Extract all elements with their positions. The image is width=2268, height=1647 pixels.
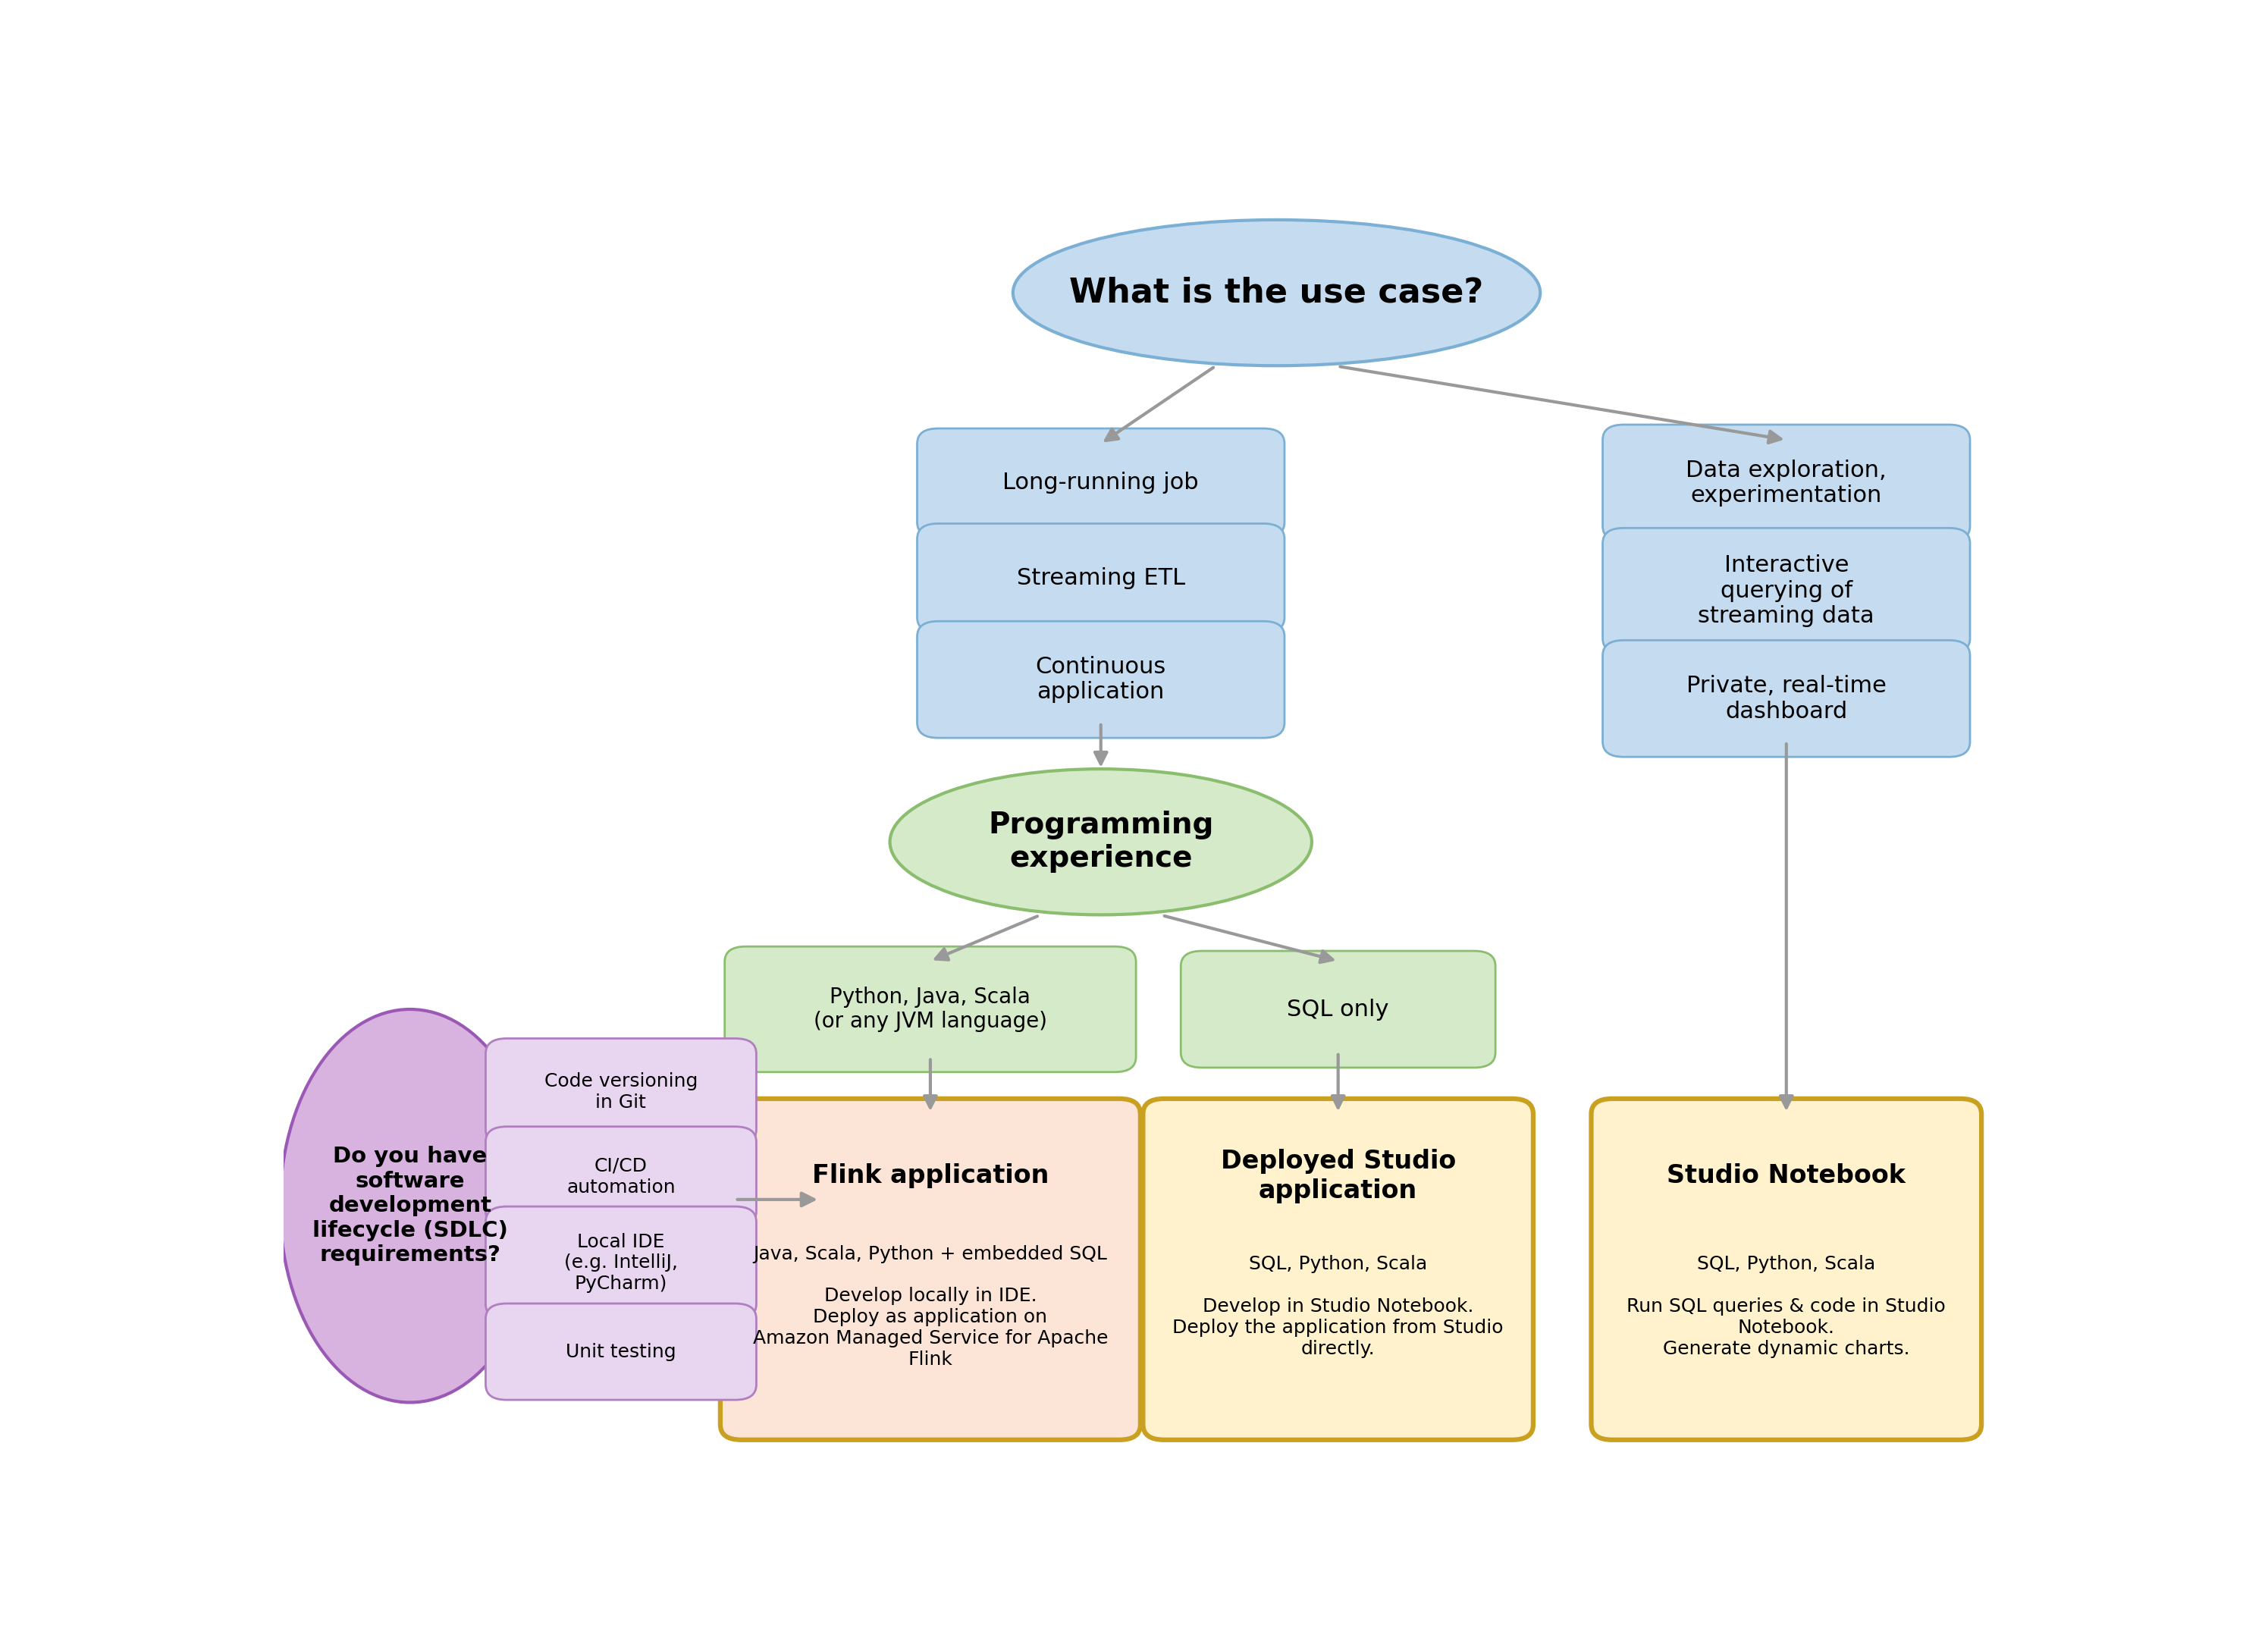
FancyBboxPatch shape — [1143, 1099, 1533, 1439]
Text: Do you have
software
development
lifecycle (SDLC)
requirements?: Do you have software development lifecyc… — [313, 1146, 508, 1265]
Text: Interactive
querying of
streaming data: Interactive querying of streaming data — [1699, 555, 1876, 628]
Text: What is the use case?: What is the use case? — [1070, 277, 1483, 310]
FancyBboxPatch shape — [1592, 1099, 1982, 1439]
FancyBboxPatch shape — [1603, 425, 1971, 542]
Text: CI/CD
automation: CI/CD automation — [567, 1158, 676, 1196]
FancyBboxPatch shape — [916, 621, 1284, 738]
Text: Deployed Studio
application: Deployed Studio application — [1220, 1150, 1456, 1202]
Text: SQL, Python, Scala

Develop in Studio Notebook.
Deploy the application from Stud: SQL, Python, Scala Develop in Studio Not… — [1173, 1255, 1504, 1357]
Text: Java, Scala, Python + embedded SQL

Develop locally in IDE.
Deploy as applicatio: Java, Scala, Python + embedded SQL Devel… — [753, 1245, 1109, 1369]
Text: Programming
experience: Programming experience — [989, 810, 1213, 873]
Text: Studio Notebook: Studio Notebook — [1667, 1163, 1905, 1189]
Text: SQL only: SQL only — [1288, 998, 1388, 1019]
Text: Streaming ETL: Streaming ETL — [1016, 567, 1186, 590]
Text: Python, Java, Scala
(or any JVM language): Python, Java, Scala (or any JVM language… — [814, 987, 1048, 1033]
FancyBboxPatch shape — [721, 1099, 1141, 1439]
FancyBboxPatch shape — [485, 1207, 755, 1319]
FancyBboxPatch shape — [485, 1303, 755, 1400]
FancyBboxPatch shape — [726, 947, 1136, 1072]
Text: Local IDE
(e.g. IntelliJ,
PyCharm): Local IDE (e.g. IntelliJ, PyCharm) — [565, 1232, 678, 1293]
FancyBboxPatch shape — [1603, 529, 1971, 654]
Text: Continuous
application: Continuous application — [1036, 656, 1166, 703]
FancyBboxPatch shape — [1603, 641, 1971, 758]
Text: Flink application: Flink application — [812, 1163, 1048, 1189]
Text: Private, real-time
dashboard: Private, real-time dashboard — [1687, 675, 1887, 723]
Text: Code versioning
in Git: Code versioning in Git — [544, 1072, 699, 1112]
Text: Long-running job: Long-running job — [1002, 473, 1200, 494]
FancyBboxPatch shape — [916, 428, 1284, 537]
Ellipse shape — [279, 1010, 540, 1403]
FancyBboxPatch shape — [485, 1127, 755, 1227]
FancyBboxPatch shape — [1182, 950, 1495, 1067]
Ellipse shape — [1014, 219, 1540, 366]
FancyBboxPatch shape — [485, 1039, 755, 1145]
Ellipse shape — [889, 769, 1311, 914]
Text: SQL, Python, Scala

Run SQL queries & code in Studio
Notebook.
Generate dynamic : SQL, Python, Scala Run SQL queries & cod… — [1626, 1255, 1946, 1357]
Text: Unit testing: Unit testing — [565, 1342, 676, 1360]
FancyBboxPatch shape — [916, 524, 1284, 632]
Text: Data exploration,
experimentation: Data exploration, experimentation — [1685, 460, 1887, 507]
